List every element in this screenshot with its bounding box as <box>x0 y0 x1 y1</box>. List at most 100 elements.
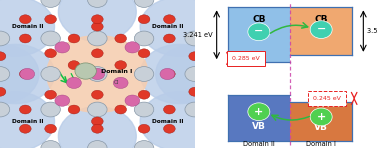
Bar <box>228 7 290 62</box>
Circle shape <box>134 102 154 117</box>
Circle shape <box>75 63 96 79</box>
Circle shape <box>58 0 136 41</box>
Circle shape <box>45 124 56 133</box>
Circle shape <box>140 92 218 148</box>
Text: CB: CB <box>252 15 266 24</box>
Text: Domain II: Domain II <box>152 24 183 29</box>
Circle shape <box>47 36 148 112</box>
Circle shape <box>45 90 56 99</box>
Circle shape <box>0 92 54 148</box>
Circle shape <box>164 105 175 114</box>
Circle shape <box>55 42 70 53</box>
Circle shape <box>41 102 60 117</box>
Circle shape <box>138 90 150 99</box>
Circle shape <box>0 67 10 81</box>
Circle shape <box>68 61 80 70</box>
Circle shape <box>164 70 175 78</box>
Circle shape <box>68 78 80 87</box>
Circle shape <box>310 108 332 126</box>
Text: Domain II: Domain II <box>11 24 43 29</box>
Circle shape <box>134 141 154 148</box>
Circle shape <box>138 15 150 24</box>
Circle shape <box>20 68 35 80</box>
Circle shape <box>156 44 234 104</box>
Circle shape <box>20 34 31 43</box>
Circle shape <box>88 0 107 7</box>
Text: Domain I: Domain I <box>306 140 336 147</box>
Circle shape <box>115 34 127 43</box>
Text: 0.245 eV: 0.245 eV <box>313 96 341 101</box>
Circle shape <box>90 68 105 80</box>
Text: CB: CB <box>314 15 328 24</box>
Circle shape <box>91 117 103 126</box>
Circle shape <box>164 15 175 24</box>
Text: −: − <box>254 26 263 36</box>
Circle shape <box>115 78 127 87</box>
Circle shape <box>0 44 39 104</box>
Bar <box>290 7 352 55</box>
Circle shape <box>88 31 107 46</box>
Circle shape <box>164 124 175 133</box>
Circle shape <box>45 15 56 24</box>
Circle shape <box>138 49 150 58</box>
Circle shape <box>41 31 60 46</box>
Circle shape <box>185 102 204 117</box>
Circle shape <box>248 103 270 121</box>
Circle shape <box>189 87 200 96</box>
Circle shape <box>88 141 107 148</box>
Circle shape <box>140 0 218 56</box>
Circle shape <box>88 67 107 81</box>
Circle shape <box>20 15 31 24</box>
Circle shape <box>0 44 54 104</box>
Text: +: + <box>254 107 263 117</box>
Circle shape <box>138 124 150 133</box>
Circle shape <box>0 52 6 61</box>
Circle shape <box>20 70 31 78</box>
Circle shape <box>68 34 80 43</box>
Circle shape <box>125 95 140 106</box>
Circle shape <box>164 34 175 43</box>
Circle shape <box>68 105 80 114</box>
Bar <box>228 95 290 141</box>
Circle shape <box>134 0 154 7</box>
Circle shape <box>248 23 270 41</box>
Circle shape <box>91 124 103 133</box>
Circle shape <box>41 141 60 148</box>
Circle shape <box>91 49 103 58</box>
Circle shape <box>115 105 127 114</box>
Circle shape <box>20 105 31 114</box>
Circle shape <box>55 95 70 106</box>
Circle shape <box>0 87 6 96</box>
Circle shape <box>125 42 140 53</box>
Circle shape <box>91 90 103 99</box>
Text: Domain I: Domain I <box>101 69 133 74</box>
Circle shape <box>20 124 31 133</box>
Circle shape <box>0 102 10 117</box>
Text: +: + <box>316 112 326 122</box>
Circle shape <box>58 107 136 148</box>
Circle shape <box>134 67 154 81</box>
Circle shape <box>160 68 175 80</box>
Text: 0.285 eV: 0.285 eV <box>232 56 260 61</box>
Text: VB: VB <box>252 122 266 131</box>
Text: Domain II: Domain II <box>152 119 183 124</box>
Circle shape <box>134 31 154 46</box>
Text: −: − <box>316 24 326 34</box>
Text: Domain II: Domain II <box>11 119 43 124</box>
Circle shape <box>189 52 200 61</box>
Circle shape <box>45 49 56 58</box>
Circle shape <box>310 21 332 38</box>
Circle shape <box>41 0 60 7</box>
Circle shape <box>67 77 81 89</box>
Circle shape <box>0 31 10 46</box>
Text: 3.536 eV: 3.536 eV <box>367 28 378 34</box>
Circle shape <box>113 77 128 89</box>
Circle shape <box>91 22 103 31</box>
Circle shape <box>140 44 218 104</box>
Bar <box>290 102 352 141</box>
Text: CI: CI <box>114 80 119 85</box>
Circle shape <box>115 61 127 70</box>
Circle shape <box>88 102 107 117</box>
Text: VB: VB <box>314 123 328 132</box>
Circle shape <box>0 0 54 56</box>
